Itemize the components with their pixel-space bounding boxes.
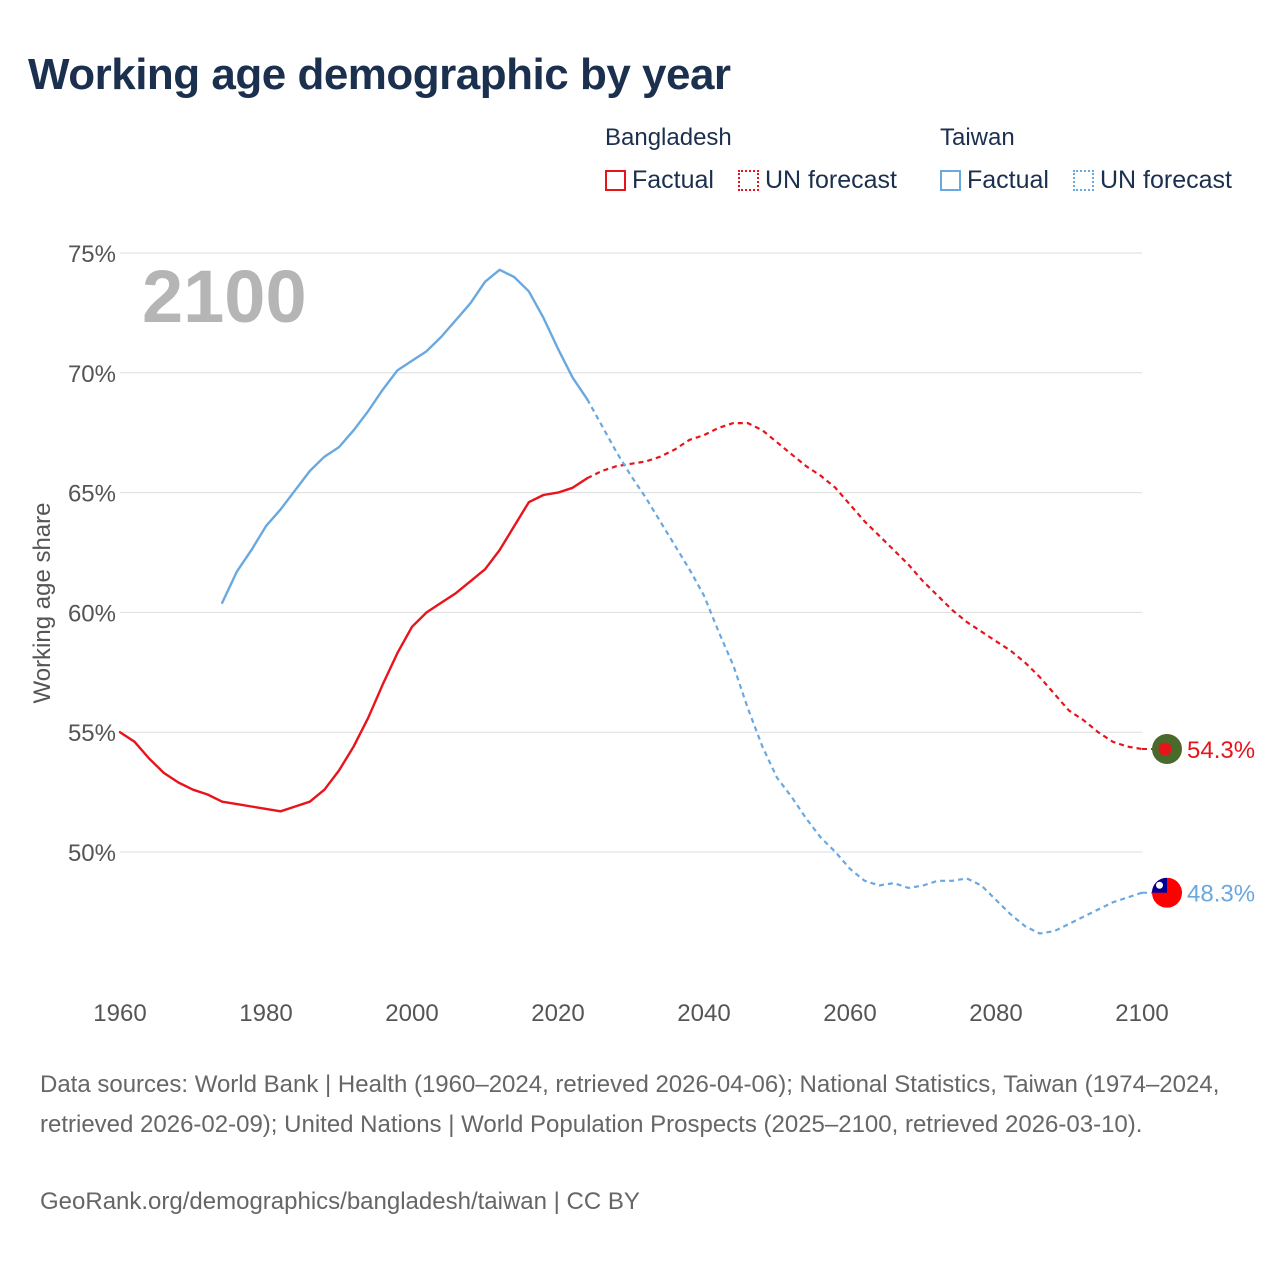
credit-link[interactable]: GeoRank.org/demographics/bangladesh/taiw… (40, 1188, 640, 1215)
end-markers: 54.3% 48.3% (1142, 733, 1255, 908)
series-line-bangladesh-factual (118, 477, 589, 813)
legend-item-taiwan-forecast[interactable]: UN forecast (1073, 166, 1232, 195)
y-tick-label: 75% (68, 241, 116, 268)
x-tick-label: 2000 (385, 1000, 438, 1027)
y-tick-label: 60% (68, 600, 116, 627)
data-sources: Data sources: World Bank | Health (1960–… (40, 1071, 1220, 1138)
y-axis: 50% 55% 60% 65% 70% 75% (68, 241, 116, 867)
y-tick-label: 65% (68, 481, 116, 508)
taiwan-flag-icon (1152, 877, 1182, 908)
series-line-bangladesh-forecast (586, 422, 1143, 751)
bangladesh-flag-disc (1158, 742, 1172, 756)
year-watermark: 2100 (142, 255, 307, 338)
series-group (118, 268, 1143, 935)
y-axis-label: Working age share (29, 503, 56, 704)
end-value-label-taiwan: 48.3% (1187, 881, 1255, 908)
legend-item-taiwan-factual[interactable]: Factual (940, 166, 1049, 195)
grid (120, 252, 1142, 853)
legend-group-taiwan: Taiwan (940, 124, 1015, 151)
taiwan-flag-body (1152, 877, 1182, 908)
line-chart: 50% 55% 60% 65% 70% 75% 1960 1980 2000 2020 2040 2… (29, 241, 1255, 1027)
series-line-taiwan-factual (221, 268, 589, 604)
x-axis: 1960 1980 2000 2020 2040 2060 2080 2100 (93, 1000, 1168, 1027)
chart-title: Working age demographic by year (28, 50, 731, 99)
x-tick-label: 2080 (969, 1000, 1022, 1027)
legend-label: UN forecast (765, 166, 897, 194)
x-tick-label: 1980 (239, 1000, 292, 1027)
x-tick-label: 2040 (677, 1000, 730, 1027)
legend-item-bangladesh-factual[interactable]: Factual (605, 166, 714, 195)
legend-swatch-dotted (738, 170, 759, 191)
y-tick-label: 50% (68, 840, 116, 867)
legend-swatch-solid (940, 170, 961, 191)
x-tick-label: 2100 (1115, 1000, 1168, 1027)
y-tick-label: 55% (68, 720, 116, 747)
legend-swatch-dotted (1073, 170, 1094, 191)
y-tick-label: 70% (68, 361, 116, 388)
x-tick-label: 1960 (93, 1000, 146, 1027)
legend-label: Factual (967, 166, 1049, 194)
taiwan-flag-sun (1156, 881, 1163, 889)
series-line-taiwan-forecast (586, 398, 1143, 935)
x-tick-label: 2060 (823, 1000, 876, 1027)
legend-group-bangladesh: Bangladesh (605, 124, 732, 151)
legend-label: UN forecast (1100, 166, 1232, 194)
legend-swatch-solid (605, 170, 626, 191)
legend-item-bangladesh-forecast[interactable]: UN forecast (738, 166, 897, 195)
legend-label: Factual (632, 166, 714, 194)
end-value-label-bangladesh: 54.3% (1187, 737, 1255, 764)
x-tick-label: 2020 (531, 1000, 584, 1027)
